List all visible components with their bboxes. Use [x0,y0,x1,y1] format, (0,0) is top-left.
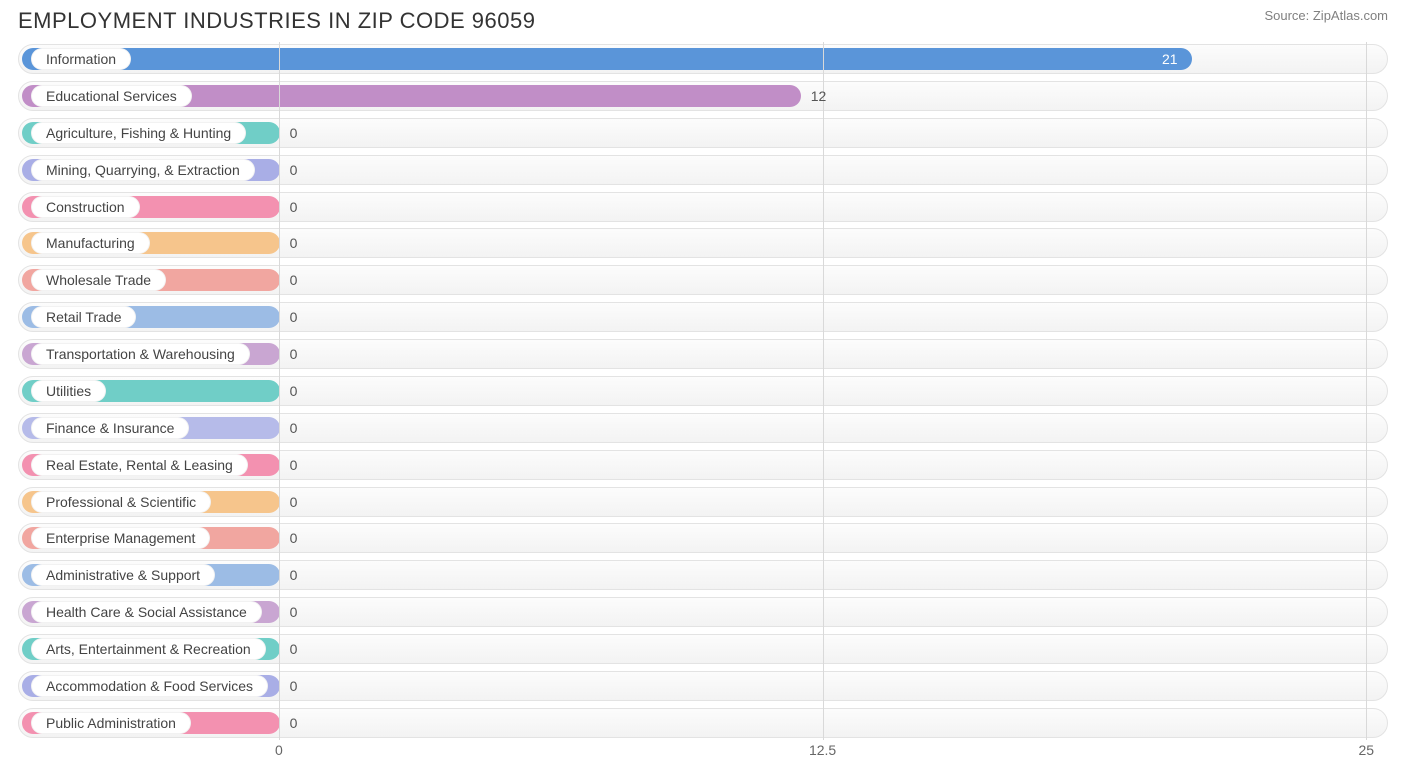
bar-value: 0 [290,457,298,473]
bar-track: Utilities 0 [18,376,1388,406]
chart-plot-area: Information 21 Educational Services 12 Agric… [18,42,1388,740]
bar-label: Mining, Quarrying, & Extraction [31,159,255,181]
bar-value: 0 [290,567,298,583]
bar-value: 0 [290,309,298,325]
bar-track: Enterprise Management 0 [18,523,1388,553]
bar-label: Retail Trade [31,306,136,328]
bar-value: 0 [290,125,298,141]
bar-value: 12 [811,88,827,104]
bar-track: Agriculture, Fishing & Hunting 0 [18,118,1388,148]
x-axis-tick: 0 [275,742,283,758]
x-axis: 0 12.5 25 [18,742,1388,766]
bar-track: Transportation & Warehousing 0 [18,339,1388,369]
bar-value: 0 [290,199,298,215]
bar-label: Public Administration [31,712,191,734]
chart-header: EMPLOYMENT INDUSTRIES IN ZIP CODE 96059 … [0,0,1406,38]
bar-value: 0 [290,530,298,546]
bar-value: 0 [290,641,298,657]
bar-value: 21 [1162,51,1178,67]
bar-value: 0 [290,494,298,510]
bar-value: 0 [290,678,298,694]
x-axis-tick: 25 [1358,742,1374,758]
bars-container: Information 21 Educational Services 12 Agric… [18,42,1388,740]
bar-label: Arts, Entertainment & Recreation [31,638,266,660]
bar-track: Real Estate, Rental & Leasing 0 [18,450,1388,480]
bar-track: Finance & Insurance 0 [18,413,1388,443]
bar-label: Construction [31,196,140,218]
bar-track: Arts, Entertainment & Recreation 0 [18,634,1388,664]
chart-title: EMPLOYMENT INDUSTRIES IN ZIP CODE 96059 [18,8,536,34]
bar-track: Educational Services 12 [18,81,1388,111]
bar-track: Mining, Quarrying, & Extraction 0 [18,155,1388,185]
bar-value: 0 [290,604,298,620]
bar-value: 0 [290,272,298,288]
bar-track: Health Care & Social Assistance 0 [18,597,1388,627]
bar-value: 0 [290,715,298,731]
bar-label: Educational Services [31,85,192,107]
bar-label: Wholesale Trade [31,269,166,291]
bar-label: Utilities [31,380,106,402]
bar-label: Professional & Scientific [31,491,211,513]
bar-track: Manufacturing 0 [18,228,1388,258]
bar-value: 0 [290,420,298,436]
bar-track: Public Administration 0 [18,708,1388,738]
bar-label: Agriculture, Fishing & Hunting [31,122,246,144]
bar-label: Transportation & Warehousing [31,343,250,365]
bar-fill [22,48,1192,70]
bar-label: Accommodation & Food Services [31,675,268,697]
bar-value: 0 [290,346,298,362]
chart-source: Source: ZipAtlas.com [1264,8,1388,23]
bar-value: 0 [290,235,298,251]
bar-track: Retail Trade 0 [18,302,1388,332]
bar-track: Professional & Scientific 0 [18,487,1388,517]
grid-line [823,42,824,740]
bar-track: Wholesale Trade 0 [18,265,1388,295]
bar-label: Finance & Insurance [31,417,189,439]
bar-track: Information 21 [18,44,1388,74]
grid-line [1366,42,1367,740]
bar-value: 0 [290,162,298,178]
bar-label: Enterprise Management [31,527,210,549]
bar-label: Real Estate, Rental & Leasing [31,454,248,476]
bar-label: Manufacturing [31,232,150,254]
bar-track: Construction 0 [18,192,1388,222]
bar-label: Health Care & Social Assistance [31,601,262,623]
bar-label: Administrative & Support [31,564,215,586]
bar-track: Administrative & Support 0 [18,560,1388,590]
x-axis-tick: 12.5 [809,742,836,758]
bar-value: 0 [290,383,298,399]
bar-track: Accommodation & Food Services 0 [18,671,1388,701]
grid-line [279,42,280,740]
bar-label: Information [31,48,131,70]
